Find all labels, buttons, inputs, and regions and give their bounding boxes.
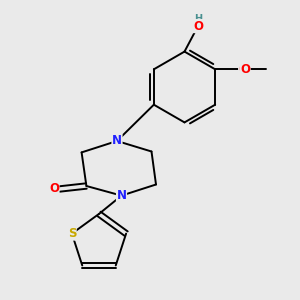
Text: N: N — [116, 189, 127, 202]
Text: N: N — [112, 134, 122, 148]
Text: H: H — [194, 14, 203, 25]
Text: O: O — [239, 63, 249, 76]
Text: O: O — [49, 182, 59, 196]
Text: S: S — [68, 227, 76, 240]
Text: O: O — [193, 20, 203, 33]
Text: O: O — [240, 63, 250, 76]
